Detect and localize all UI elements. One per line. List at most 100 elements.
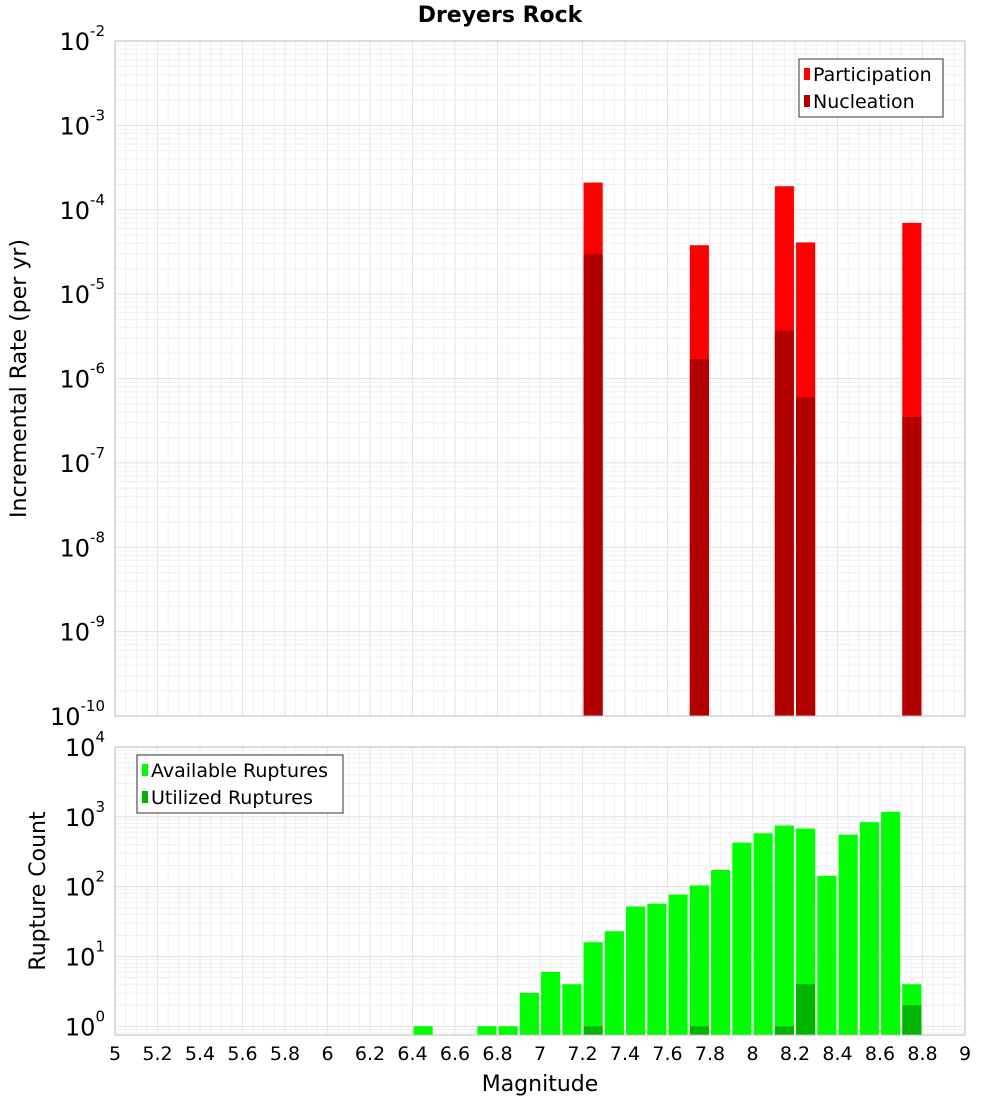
y-tick-label: 10-10 xyxy=(50,697,105,731)
chart-title: Dreyers Rock xyxy=(418,3,584,28)
plot-panel-1: 10-210-310-410-510-610-710-810-910-10Inc… xyxy=(7,22,966,731)
bar xyxy=(413,1026,433,1035)
y-axis-label: Incremental Rate (per yr) xyxy=(7,239,32,518)
y-tick-base: 10 xyxy=(65,874,96,902)
bar xyxy=(838,834,858,1035)
x-tick-label: 8 xyxy=(746,1043,758,1065)
series-utilized-ruptures xyxy=(583,984,922,1035)
bar xyxy=(562,984,582,1035)
y-tick-base: 10 xyxy=(59,619,90,647)
bar xyxy=(604,931,624,1035)
x-tick-label: 6.8 xyxy=(482,1043,512,1065)
legend-swatch xyxy=(142,764,148,776)
y-tick-base: 10 xyxy=(59,197,90,225)
x-tick-label: 7 xyxy=(534,1043,546,1065)
plot-frame xyxy=(114,40,966,717)
bar xyxy=(668,894,688,1035)
y-tick-base: 10 xyxy=(65,943,96,971)
y-tick-exponent: 1 xyxy=(95,937,105,955)
x-tick-label: 6.4 xyxy=(397,1043,427,1065)
y-tick-base: 10 xyxy=(65,734,96,762)
x-tick-label: 6 xyxy=(321,1043,333,1065)
y-tick-label: 10-9 xyxy=(59,613,105,647)
y-tick-base: 10 xyxy=(65,1013,96,1041)
bar xyxy=(859,822,879,1035)
legend-swatch xyxy=(804,95,810,107)
y-tick-label: 10-6 xyxy=(59,360,105,394)
y-tick-label: 104 xyxy=(65,728,105,762)
y-tick-exponent: -5 xyxy=(90,275,105,293)
y-tick-label: 10-7 xyxy=(59,444,105,478)
y-tick-label: 10-2 xyxy=(59,22,105,56)
x-tick-label: 6.2 xyxy=(355,1043,385,1065)
x-tick-label: 7.4 xyxy=(610,1043,640,1065)
bar xyxy=(902,416,922,716)
x-tick-label: 5.2 xyxy=(142,1043,172,1065)
bar xyxy=(796,397,816,716)
y-tick-label: 10-4 xyxy=(59,191,105,225)
bar xyxy=(626,906,646,1035)
y-tick-exponent: -8 xyxy=(90,528,105,546)
bar xyxy=(796,984,816,1035)
legend-swatch xyxy=(142,791,148,803)
grid-lines xyxy=(114,41,966,717)
series-nucleation xyxy=(583,253,922,716)
y-tick-base: 10 xyxy=(59,281,90,309)
y-tick-label: 10-8 xyxy=(59,528,105,562)
series-available-ruptures xyxy=(413,811,922,1035)
bar xyxy=(583,1026,603,1035)
y-tick-base: 10 xyxy=(59,112,90,140)
y-tick-base: 10 xyxy=(59,366,90,394)
legend: Available Ruptures Utilized Ruptures xyxy=(136,754,344,814)
legend-box xyxy=(798,58,944,118)
x-tick-label: 7.8 xyxy=(695,1043,725,1065)
y-tick-base: 10 xyxy=(59,28,90,56)
bar xyxy=(732,842,752,1035)
bar xyxy=(902,1005,922,1035)
x-tick-label: 6.6 xyxy=(440,1043,470,1065)
bar xyxy=(689,359,709,716)
y-axis-label: Rupture Count xyxy=(26,811,51,971)
bar xyxy=(774,825,794,1035)
y-tick-label: 10-5 xyxy=(59,275,105,309)
bar xyxy=(647,903,667,1035)
y-tick-exponent: -7 xyxy=(90,444,105,462)
y-tick-base: 10 xyxy=(50,703,81,731)
x-tick-label: 7.2 xyxy=(567,1043,597,1065)
y-tick-label: 103 xyxy=(65,798,105,832)
bar xyxy=(774,330,794,716)
y-tick-exponent: 0 xyxy=(95,1007,105,1025)
x-tick-label: 5.6 xyxy=(227,1043,257,1065)
y-tick-exponent: 4 xyxy=(95,728,105,746)
legend-label: Nucleation xyxy=(813,91,915,113)
legend-label: Utilized Ruptures xyxy=(151,787,313,809)
y-tick-exponent: -2 xyxy=(90,22,105,40)
bar xyxy=(541,971,561,1035)
x-tick-label: 7.6 xyxy=(652,1043,682,1065)
bar xyxy=(519,992,539,1035)
plot-frame xyxy=(114,746,966,1036)
legend-swatch xyxy=(804,68,810,80)
y-tick-exponent: -6 xyxy=(90,360,105,378)
y-tick-exponent: -4 xyxy=(90,191,105,209)
y-tick-label: 101 xyxy=(65,937,105,971)
x-tick-label: 5.4 xyxy=(185,1043,215,1065)
bar xyxy=(711,870,731,1035)
y-axis-ticks: 10-210-310-410-510-610-710-810-910-10 xyxy=(50,22,105,731)
y-tick-exponent: 2 xyxy=(95,868,105,886)
bar xyxy=(774,1026,794,1035)
legend-box xyxy=(136,754,344,814)
bar xyxy=(689,885,709,1035)
bar xyxy=(498,1026,518,1035)
x-tick-label: 8.2 xyxy=(780,1043,810,1065)
x-axis-label: Magnitude xyxy=(482,1072,599,1097)
y-tick-base: 10 xyxy=(59,534,90,562)
bar xyxy=(583,942,603,1035)
bar xyxy=(796,828,816,1035)
legend-label: Available Ruptures xyxy=(151,760,328,782)
x-tick-label: 5 xyxy=(109,1043,121,1065)
y-tick-label: 102 xyxy=(65,868,105,902)
